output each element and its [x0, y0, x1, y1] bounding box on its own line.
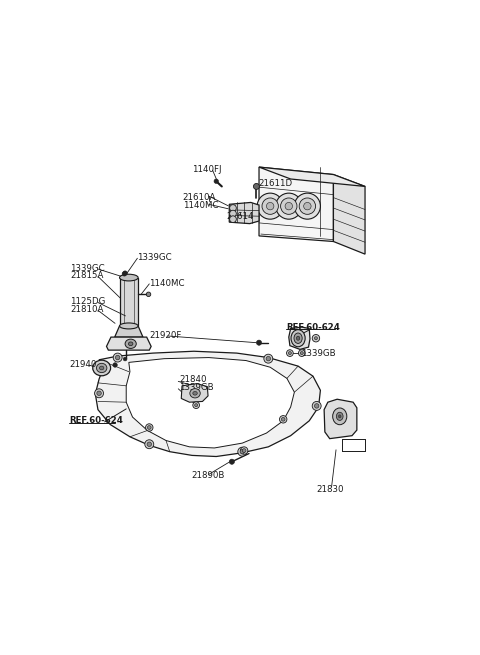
Circle shape	[122, 272, 127, 276]
Circle shape	[288, 352, 291, 354]
Text: 1140FJ: 1140FJ	[192, 165, 222, 174]
Text: 1339GC: 1339GC	[137, 253, 172, 261]
Text: 21830: 21830	[317, 485, 344, 495]
Polygon shape	[107, 337, 151, 350]
Ellipse shape	[125, 339, 136, 348]
Circle shape	[147, 442, 152, 447]
Circle shape	[238, 447, 247, 456]
Polygon shape	[96, 351, 321, 457]
Circle shape	[229, 210, 236, 217]
Circle shape	[312, 402, 321, 411]
Circle shape	[299, 198, 315, 214]
Ellipse shape	[190, 388, 200, 398]
Circle shape	[256, 340, 262, 345]
Text: REF.60-624: REF.60-624	[286, 322, 340, 331]
Circle shape	[242, 449, 246, 453]
Circle shape	[314, 403, 319, 408]
Circle shape	[97, 391, 101, 396]
Circle shape	[287, 350, 293, 356]
Ellipse shape	[99, 366, 104, 370]
Circle shape	[262, 198, 278, 214]
Circle shape	[229, 204, 236, 212]
Circle shape	[312, 335, 320, 342]
Ellipse shape	[291, 329, 305, 346]
Text: 1339GC: 1339GC	[71, 264, 105, 272]
Text: 21940: 21940	[69, 360, 96, 369]
Text: 1125DG: 1125DG	[71, 297, 106, 307]
Polygon shape	[259, 167, 365, 187]
Circle shape	[147, 426, 151, 430]
Circle shape	[266, 202, 274, 210]
Circle shape	[123, 357, 127, 361]
Circle shape	[304, 202, 311, 210]
Ellipse shape	[120, 323, 138, 329]
Ellipse shape	[96, 364, 107, 373]
Circle shape	[276, 193, 302, 219]
Circle shape	[214, 179, 218, 183]
Circle shape	[257, 193, 283, 219]
Ellipse shape	[297, 336, 300, 340]
Ellipse shape	[93, 360, 110, 376]
Circle shape	[113, 363, 117, 367]
Ellipse shape	[193, 392, 197, 395]
Text: 21920F: 21920F	[149, 331, 181, 340]
Ellipse shape	[338, 415, 341, 418]
Circle shape	[281, 417, 285, 421]
Polygon shape	[181, 384, 208, 402]
Circle shape	[299, 350, 305, 356]
Text: 1339GB: 1339GB	[301, 348, 336, 358]
Polygon shape	[115, 326, 143, 337]
Circle shape	[123, 271, 127, 275]
Polygon shape	[324, 400, 357, 439]
Text: 21611D: 21611D	[258, 179, 292, 189]
Circle shape	[229, 216, 236, 223]
Text: 21610A: 21610A	[183, 193, 216, 202]
Polygon shape	[334, 174, 365, 254]
Text: 21890B: 21890B	[191, 472, 224, 480]
Ellipse shape	[294, 333, 302, 343]
Circle shape	[115, 355, 120, 360]
Text: 21840: 21840	[179, 375, 206, 384]
Text: 1140MC: 1140MC	[149, 278, 185, 288]
Circle shape	[314, 337, 317, 340]
Text: 1339GB: 1339GB	[179, 383, 214, 392]
Polygon shape	[289, 327, 310, 349]
Text: 21614: 21614	[227, 212, 254, 221]
Circle shape	[300, 352, 303, 354]
Ellipse shape	[129, 342, 133, 346]
Circle shape	[195, 403, 198, 407]
Circle shape	[285, 202, 292, 210]
Circle shape	[229, 459, 234, 464]
Circle shape	[193, 402, 200, 409]
Circle shape	[264, 354, 273, 363]
Text: REF.60-624: REF.60-624	[69, 417, 123, 425]
Polygon shape	[259, 167, 334, 242]
Ellipse shape	[120, 274, 138, 281]
Circle shape	[266, 356, 271, 361]
Ellipse shape	[336, 412, 343, 421]
Circle shape	[95, 389, 104, 398]
Circle shape	[240, 447, 248, 455]
Text: 21815A: 21815A	[71, 271, 104, 280]
Circle shape	[113, 353, 122, 362]
Circle shape	[145, 424, 153, 431]
Circle shape	[253, 183, 259, 189]
Text: 21810A: 21810A	[71, 305, 104, 314]
Circle shape	[294, 193, 321, 219]
Text: 1140MC: 1140MC	[183, 200, 218, 210]
Circle shape	[281, 198, 297, 214]
FancyBboxPatch shape	[120, 278, 138, 326]
Polygon shape	[126, 358, 294, 448]
Circle shape	[240, 449, 244, 454]
Polygon shape	[229, 202, 259, 223]
Circle shape	[279, 415, 287, 423]
Circle shape	[145, 440, 154, 449]
Ellipse shape	[333, 408, 347, 424]
Circle shape	[146, 292, 151, 297]
